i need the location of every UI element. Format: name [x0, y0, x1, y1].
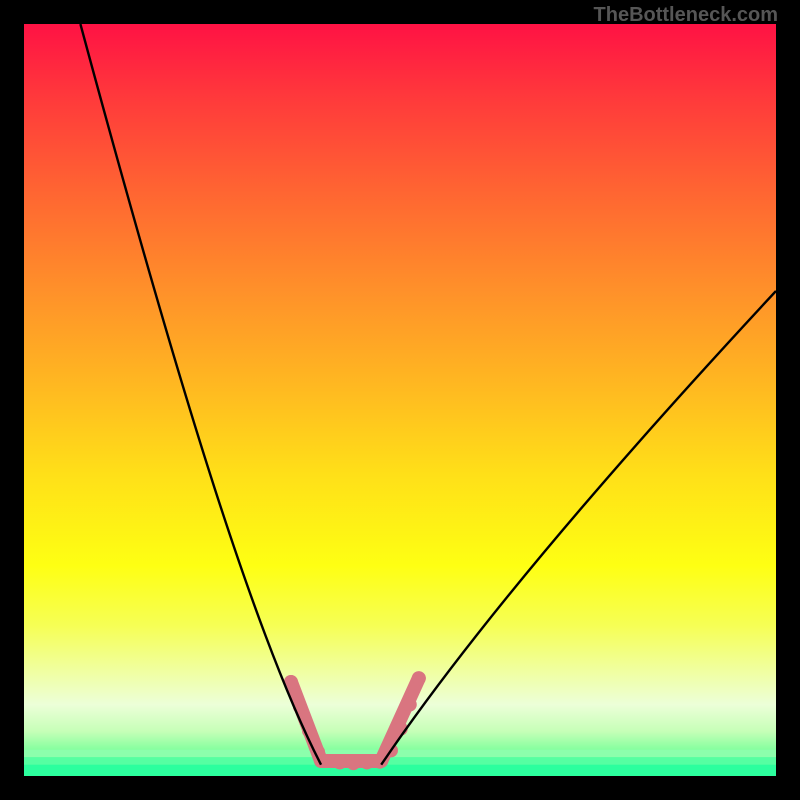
- left-bottleneck-curve: [80, 24, 321, 765]
- attribution-text: TheBottleneck.com: [594, 4, 778, 27]
- right-bottleneck-curve: [381, 291, 776, 765]
- bottleneck-chart: [24, 24, 776, 776]
- marker-trace: [284, 671, 426, 770]
- chart-curves: [24, 24, 776, 776]
